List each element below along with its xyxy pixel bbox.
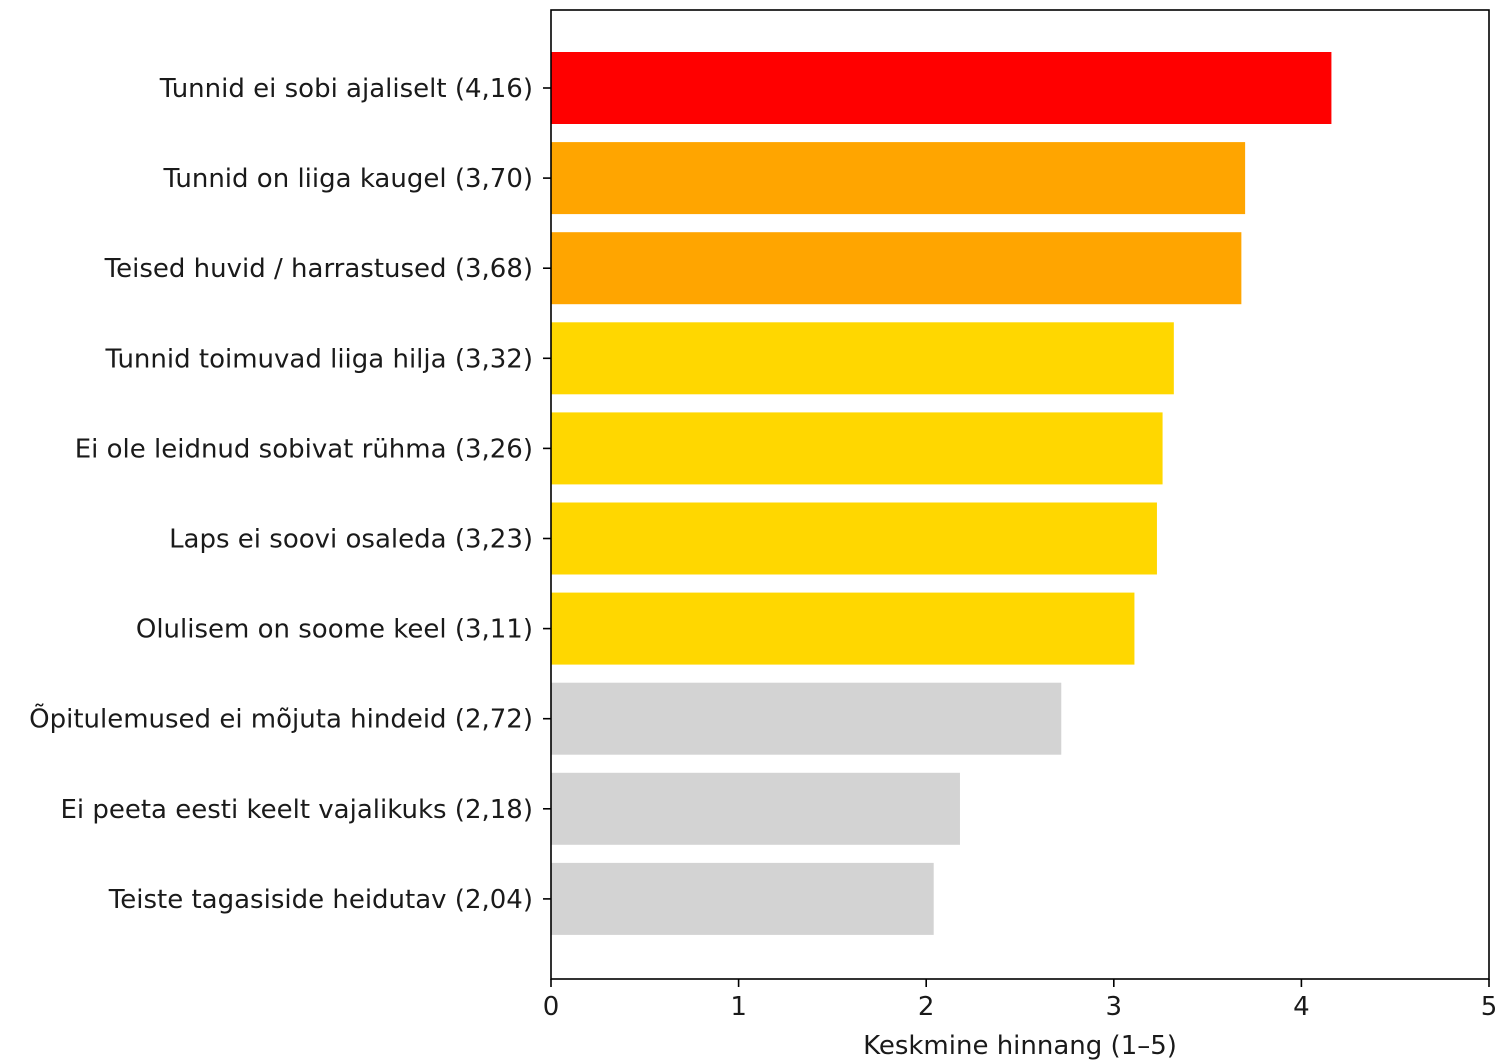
category-label: Ei peeta eesti keelt vajalikuks (2,18) <box>60 795 533 825</box>
x-tick-label: 5 <box>1481 992 1498 1022</box>
category-labels: Tunnid ei sobi ajaliselt (4,16) Tunnid on… <box>29 74 551 915</box>
category-label: Õpitulemused ei mõjuta hindeid (2,72) <box>29 703 533 735</box>
x-tick-label: 2 <box>918 992 935 1022</box>
x-tick-label: 0 <box>543 992 560 1022</box>
category-label: Ei ole leidnud sobivat rühma (3,26) <box>75 434 533 464</box>
category-label: Olulisem on soome keel (3,11) <box>136 615 533 645</box>
bar <box>551 772 960 845</box>
x-tick-label: 3 <box>1106 992 1123 1022</box>
x-tick-label: 4 <box>1293 992 1310 1022</box>
category-label: Laps ei soovi osaleda (3,23) <box>169 525 533 555</box>
bar <box>551 52 1332 124</box>
bar <box>551 502 1157 575</box>
category-label: Tunnid on liiga kaugel (3,70) <box>162 164 533 194</box>
x-tick-label: 1 <box>730 992 747 1022</box>
x-axis-label: Keskmine hinnang (1–5) <box>863 1031 1177 1060</box>
category-label: Teised huvid / harrastused (3,68) <box>104 254 533 284</box>
bar <box>551 412 1163 485</box>
bar <box>551 142 1246 215</box>
bars-group <box>551 52 1332 935</box>
category-label: Tunnid toimuvad liiga hilja (3,32) <box>105 344 533 374</box>
bar <box>551 232 1242 305</box>
bar <box>551 322 1174 395</box>
category-label: Teiste tagasiside heidutav (2,04) <box>108 885 533 915</box>
category-label: Tunnid ei sobi ajaliselt (4,16) <box>159 74 533 104</box>
plot-frame <box>550 9 1490 980</box>
x-axis-ticks: 0 1 2 3 4 5 <box>543 979 1498 1022</box>
bar <box>551 682 1062 755</box>
bar <box>551 862 934 935</box>
bar <box>551 592 1135 665</box>
